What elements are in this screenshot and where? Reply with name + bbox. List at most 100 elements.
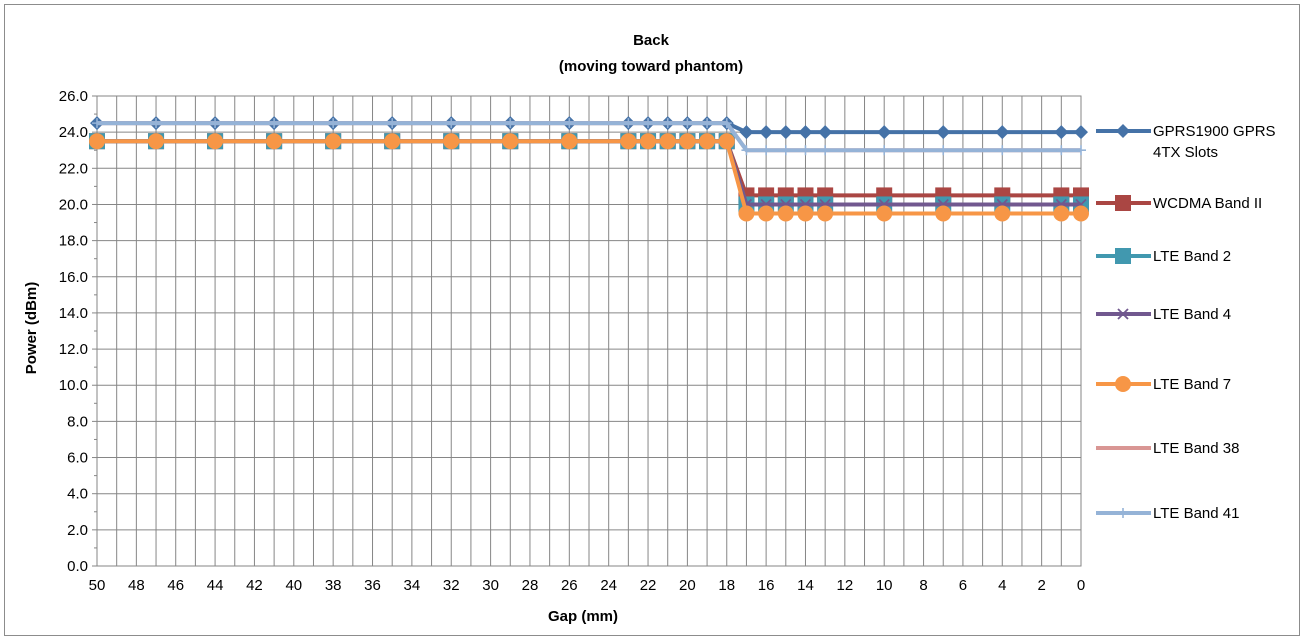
data-point: [702, 118, 713, 129]
x-tick-label: 48: [128, 577, 145, 594]
x-tick-label: 36: [364, 577, 381, 594]
plot-area: 0.0 2.0 4.0 6.0 8.0 10.0 12.0 14.0 16.0 18.0 20.0 2…: [59, 88, 1089, 594]
data-point: [738, 205, 755, 222]
y-tick-label: 16.0: [59, 269, 88, 286]
legend-label: LTE Band 38: [1153, 440, 1239, 457]
legend-item-5: LTE Band 7: [1096, 376, 1231, 393]
data-point: [89, 133, 105, 150]
data-point: [876, 205, 893, 222]
legend-marker: [1118, 508, 1128, 518]
data-point: [623, 118, 634, 129]
data-point: [797, 205, 814, 222]
x-tick-label: 18: [718, 577, 735, 594]
data-point: [148, 133, 165, 150]
data-point: [995, 125, 1010, 140]
data-point: [505, 118, 516, 129]
y-tick-label: 12.0: [59, 341, 88, 358]
y-tick-label: 26.0: [59, 88, 88, 105]
x-tick-label: 4: [998, 577, 1006, 594]
x-tick-label: 2: [1037, 577, 1045, 594]
data-point: [721, 118, 732, 129]
legend-marker: [1115, 248, 1131, 264]
data-point: [780, 145, 791, 156]
data-point: [778, 125, 793, 140]
data-point: [387, 118, 398, 129]
data-point: [798, 125, 813, 140]
data-point: [997, 145, 1008, 156]
series-5: [89, 133, 1089, 222]
x-tick-label: 24: [600, 577, 617, 594]
data-point: [207, 133, 224, 150]
x-tick-label: 8: [919, 577, 927, 594]
legend-marker: [1116, 124, 1130, 138]
legend-label: LTE Band 7: [1153, 376, 1231, 393]
x-tick-label: 20: [679, 577, 696, 594]
data-point: [266, 133, 283, 150]
x-tick-label: 26: [561, 577, 578, 594]
data-point: [328, 118, 339, 129]
legend-label: LTE Band 4: [1153, 306, 1231, 323]
data-point: [443, 133, 460, 150]
legend-item-1: GPRS1900 GPRS 4TX Slots: [1096, 123, 1276, 161]
data-point: [502, 133, 519, 150]
x-tick-label: 38: [325, 577, 342, 594]
data-point: [561, 133, 578, 150]
legend-label: GPRS1900 GPRS: [1153, 123, 1276, 140]
data-point: [682, 118, 693, 129]
data-point: [1054, 125, 1069, 140]
y-tick-label: 4.0: [67, 486, 88, 503]
data-point: [699, 133, 716, 150]
legend-item-2: WCDMA Band II: [1096, 195, 1262, 212]
y-tick-label: 2.0: [67, 522, 88, 539]
y-tick-label: 14.0: [59, 305, 88, 322]
data-point: [935, 205, 952, 222]
data-point: [564, 118, 575, 129]
data-point: [820, 145, 831, 156]
legend-item-4: LTE Band 4: [1096, 306, 1231, 323]
data-point: [92, 118, 102, 129]
y-tick-label: 10.0: [59, 377, 88, 394]
legend-label: LTE Band 41: [1153, 505, 1239, 522]
data-point: [640, 133, 657, 150]
data-point: [879, 145, 890, 156]
x-tick-label: 40: [285, 577, 302, 594]
data-point: [1056, 145, 1067, 156]
y-tick-label: 18.0: [59, 233, 88, 250]
legend-marker: [1117, 308, 1129, 320]
data-point: [1074, 125, 1088, 140]
x-tick-label: 6: [959, 577, 967, 594]
data-point: [210, 118, 221, 129]
y-tick-label: 20.0: [59, 196, 88, 213]
x-tick-label: 0: [1077, 577, 1085, 594]
data-point: [761, 145, 772, 156]
legend: GPRS1900 GPRS 4TX Slots WCDMA Band II LTE B…: [1096, 123, 1276, 522]
x-tick-label: 12: [836, 577, 853, 594]
data-point: [151, 118, 162, 129]
data-point: [758, 205, 775, 222]
data-point: [446, 118, 457, 129]
data-point: [269, 118, 280, 129]
x-tick-label: 42: [246, 577, 263, 594]
x-tick-label: 22: [640, 577, 657, 594]
data-point: [817, 205, 834, 222]
legend-label: WCDMA Band II: [1153, 195, 1262, 212]
chart-title: Back: [633, 32, 670, 49]
y-tick-label: 8.0: [67, 413, 88, 430]
data-point: [1053, 205, 1070, 222]
legend-label: 4TX Slots: [1153, 144, 1218, 161]
data-point: [620, 133, 637, 150]
data-point: [877, 125, 892, 140]
data-point: [1076, 145, 1086, 156]
y-axis-title: Power (dBm): [23, 282, 40, 375]
x-tick-label: 14: [797, 577, 814, 594]
data-point: [325, 133, 342, 150]
legend-label: LTE Band 2: [1153, 248, 1231, 265]
x-tick-label: 44: [207, 577, 224, 594]
data-point: [662, 118, 673, 129]
x-tick-label: 46: [167, 577, 184, 594]
y-tick-label: 24.0: [59, 124, 88, 141]
data-point: [643, 118, 654, 129]
data-point: [659, 133, 676, 150]
data-point: [777, 205, 794, 222]
legend-item-6: LTE Band 38: [1096, 440, 1239, 457]
